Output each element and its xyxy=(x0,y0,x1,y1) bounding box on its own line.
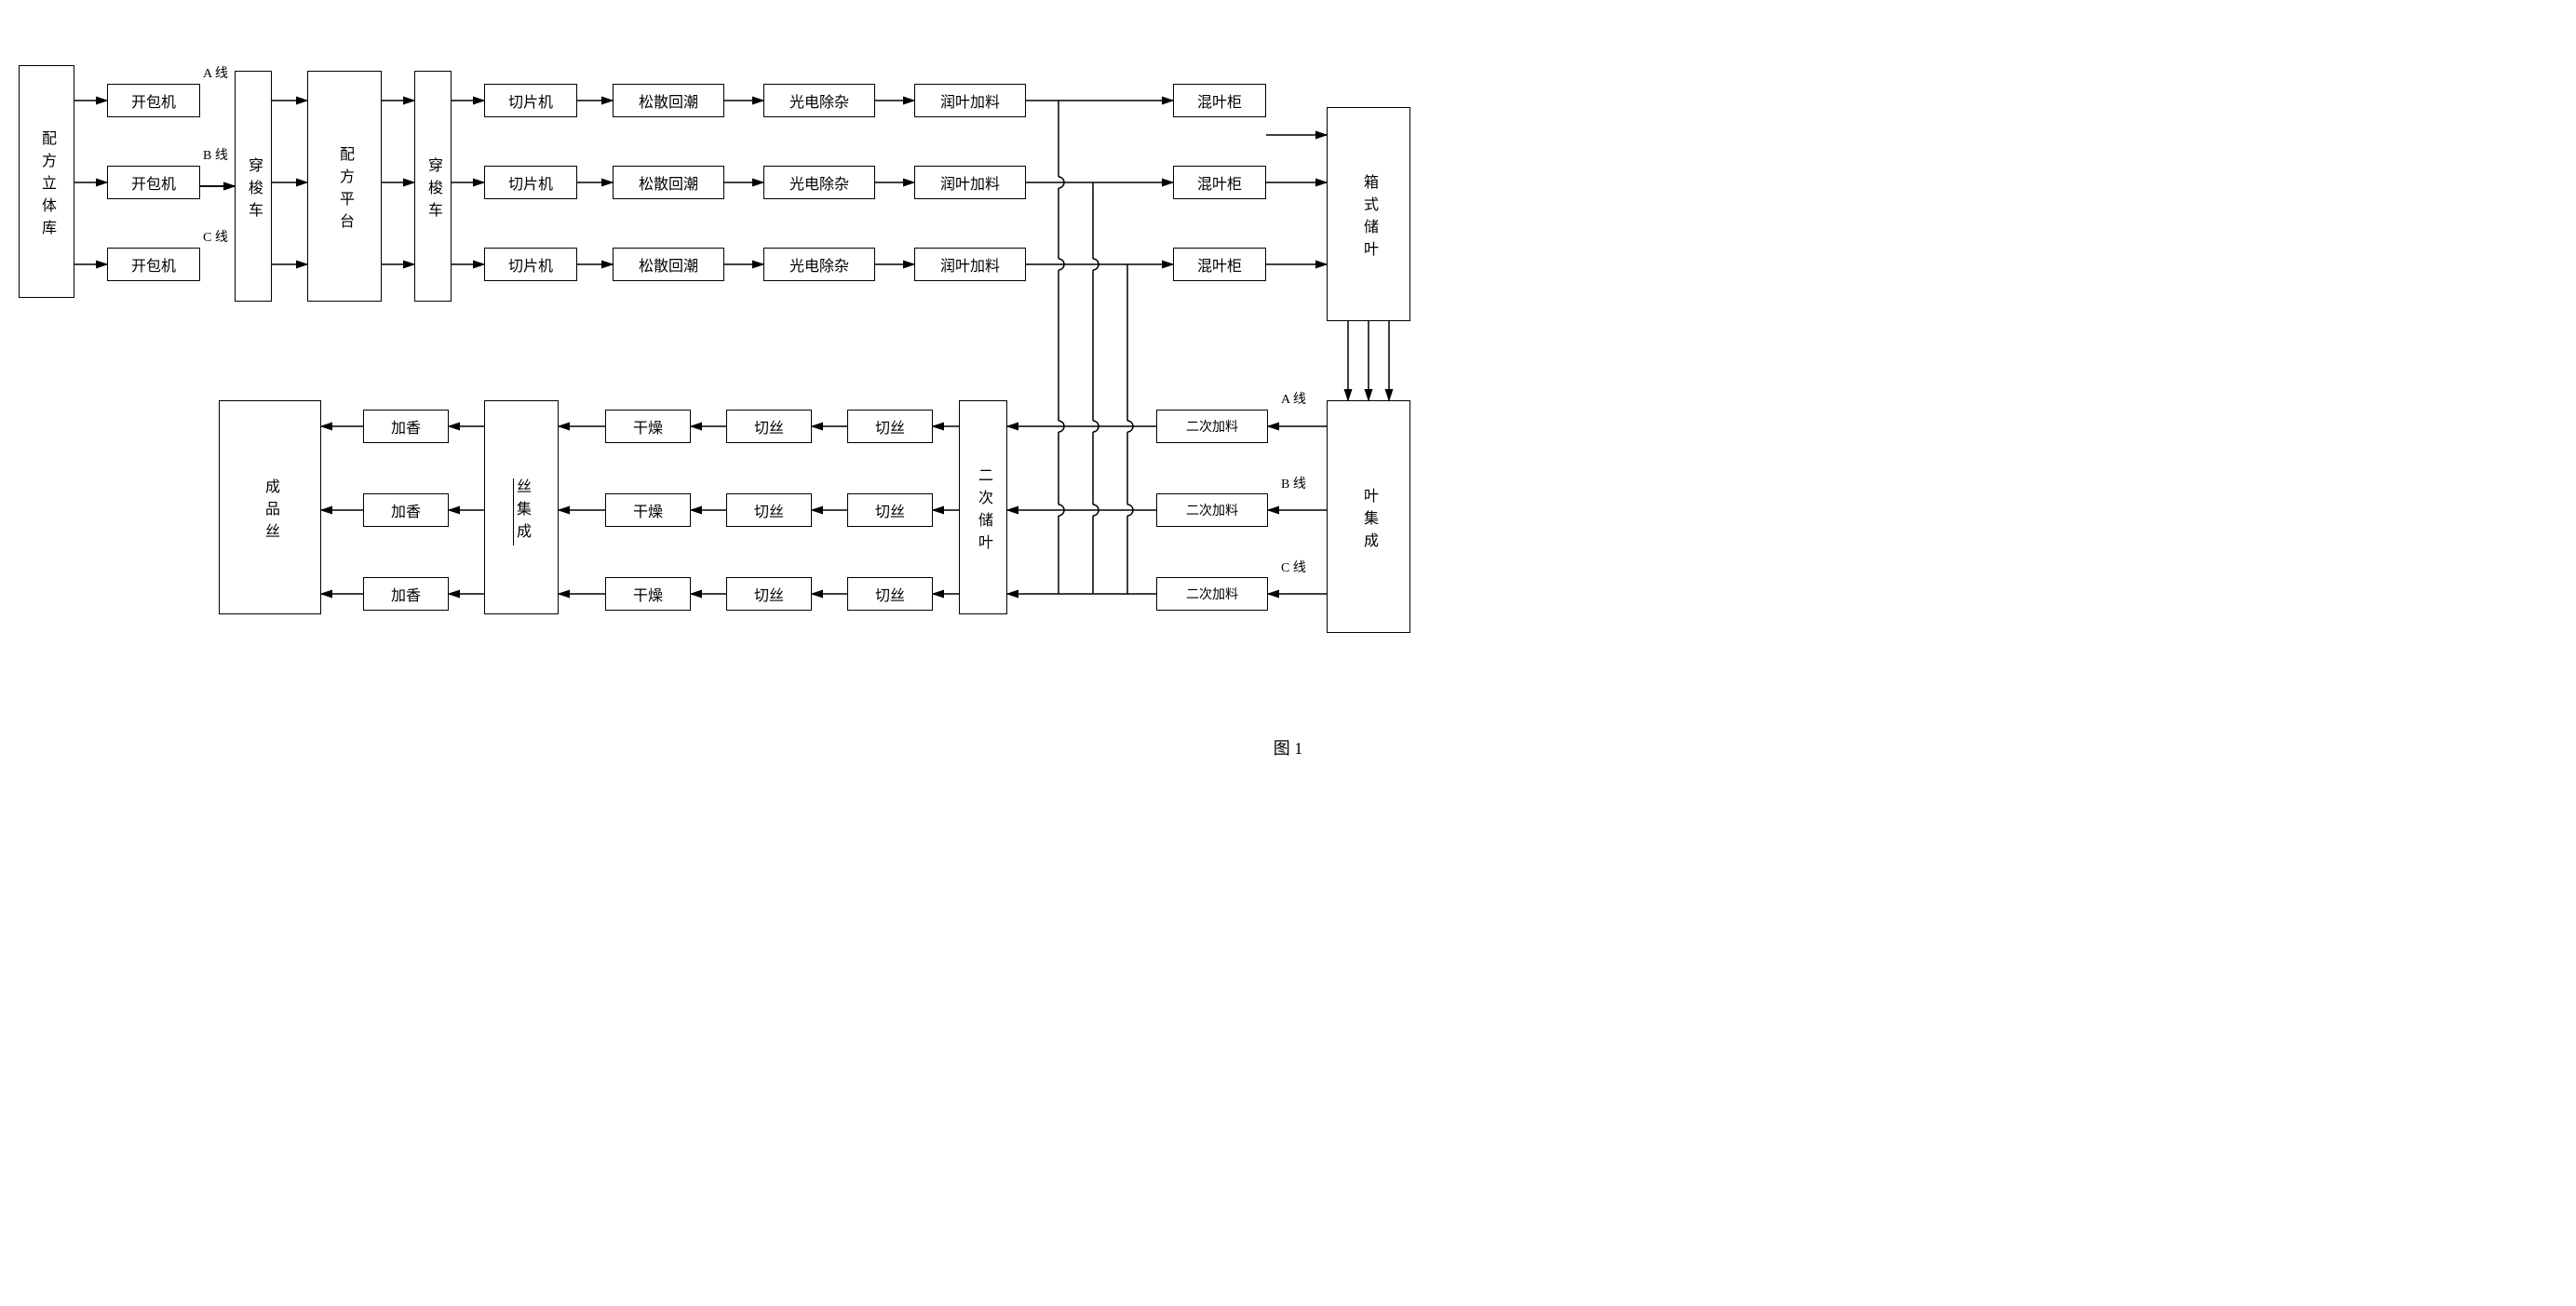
node-hunye_3: 混叶柜 xyxy=(1173,248,1266,281)
node-label: 混叶柜 xyxy=(1197,253,1242,276)
node-guangdian_2: 光电除杂 xyxy=(763,166,875,199)
node-label: 切片机 xyxy=(508,253,553,276)
node-label: 润叶加料 xyxy=(940,253,1000,276)
node-erci_chuye: 二次储叶 xyxy=(959,400,1007,614)
node-ganzao_3: 干燥 xyxy=(605,577,691,611)
node-label: 松散回潮 xyxy=(639,89,698,112)
node-ganzao_1: 干燥 xyxy=(605,410,691,443)
figure-caption: 图 1 xyxy=(19,735,2557,760)
node-peifang_litiku: 配方立体库 xyxy=(19,65,74,298)
node-runye_2: 润叶加料 xyxy=(914,166,1026,199)
node-label: 开包机 xyxy=(131,89,176,112)
node-label: 二次加料 xyxy=(1186,501,1238,519)
node-label: 丝集成 xyxy=(510,478,533,545)
node-qiepianji_3: 切片机 xyxy=(484,248,577,281)
node-qiesi_a3: 切丝 xyxy=(847,577,933,611)
node-label: 穿梭车 xyxy=(422,157,444,224)
label-a-top: A 线 xyxy=(203,63,228,82)
node-jiaxiang_3: 加香 xyxy=(363,577,449,611)
node-ye_jicheng: 叶集成 xyxy=(1327,400,1410,633)
node-qiepianji_1: 切片机 xyxy=(484,84,577,117)
node-kaibaoji_c: 开包机 xyxy=(107,248,200,281)
node-chengpinsi: 成品丝 xyxy=(219,400,321,614)
node-label: 松散回潮 xyxy=(639,171,698,194)
label-c-top: C 线 xyxy=(203,227,228,246)
node-songsan_1: 松散回潮 xyxy=(613,84,724,117)
node-ercijia_2: 二次加料 xyxy=(1156,493,1268,527)
node-label: 叶集成 xyxy=(1357,488,1380,555)
label-a-right: A 线 xyxy=(1281,389,1306,408)
flowchart-canvas: 配方立体库开包机开包机开包机穿梭车配方平台穿梭车切片机切片机切片机松散回潮松散回… xyxy=(19,19,1443,726)
node-label: 切丝 xyxy=(875,415,905,438)
node-shuttle2: 穿梭车 xyxy=(414,71,452,302)
node-guangdian_3: 光电除杂 xyxy=(763,248,875,281)
node-label: 二次加料 xyxy=(1186,417,1238,436)
node-kaibaoji_a: 开包机 xyxy=(107,84,200,117)
node-label: 配方平台 xyxy=(333,146,356,236)
node-label: 开包机 xyxy=(131,171,176,194)
node-label: 切丝 xyxy=(875,499,905,521)
label-b-top: B 线 xyxy=(203,145,228,164)
node-xiangshi_chuye: 箱式储叶 xyxy=(1327,107,1410,321)
label-b-right: B 线 xyxy=(1281,474,1306,492)
node-label: 切丝 xyxy=(754,415,784,438)
node-label: 穿梭车 xyxy=(242,157,264,224)
node-label: 配方立体库 xyxy=(35,130,58,242)
node-label: 加香 xyxy=(391,583,421,605)
node-label: 切片机 xyxy=(508,89,553,112)
node-label: 二次储叶 xyxy=(972,467,994,557)
node-songsan_3: 松散回潮 xyxy=(613,248,724,281)
node-si_jicheng: 丝集成 xyxy=(484,400,559,614)
node-label: 干燥 xyxy=(633,415,663,438)
node-label: 干燥 xyxy=(633,583,663,605)
node-qiesi_a1: 切丝 xyxy=(847,410,933,443)
node-label: 润叶加料 xyxy=(940,89,1000,112)
node-qiepianji_2: 切片机 xyxy=(484,166,577,199)
node-label: 加香 xyxy=(391,415,421,438)
node-peifang_pingtai: 配方平台 xyxy=(307,71,382,302)
node-kaibaoji_b: 开包机 xyxy=(107,166,200,199)
node-label: 光电除杂 xyxy=(789,253,849,276)
node-songsan_2: 松散回潮 xyxy=(613,166,724,199)
node-qiesi_b3: 切丝 xyxy=(726,577,812,611)
node-label: 成品丝 xyxy=(259,478,281,545)
node-label: 干燥 xyxy=(633,499,663,521)
node-hunye_2: 混叶柜 xyxy=(1173,166,1266,199)
node-label: 松散回潮 xyxy=(639,253,698,276)
node-guangdian_1: 光电除杂 xyxy=(763,84,875,117)
node-shuttle1: 穿梭车 xyxy=(235,71,272,302)
node-runye_1: 润叶加料 xyxy=(914,84,1026,117)
node-label: 切丝 xyxy=(875,583,905,605)
node-label: 加香 xyxy=(391,499,421,521)
node-jiaxiang_2: 加香 xyxy=(363,493,449,527)
node-runye_3: 润叶加料 xyxy=(914,248,1026,281)
label-c-right: C 线 xyxy=(1281,558,1306,576)
node-label: 切片机 xyxy=(508,171,553,194)
node-hunye_1: 混叶柜 xyxy=(1173,84,1266,117)
node-label: 光电除杂 xyxy=(789,171,849,194)
node-ercijia_1: 二次加料 xyxy=(1156,410,1268,443)
node-label: 切丝 xyxy=(754,583,784,605)
node-label: 切丝 xyxy=(754,499,784,521)
node-qiesi_b1: 切丝 xyxy=(726,410,812,443)
node-label: 光电除杂 xyxy=(789,89,849,112)
node-label: 二次加料 xyxy=(1186,585,1238,603)
node-ganzao_2: 干燥 xyxy=(605,493,691,527)
node-label: 箱式储叶 xyxy=(1357,174,1380,263)
node-label: 混叶柜 xyxy=(1197,89,1242,112)
node-qiesi_b2: 切丝 xyxy=(726,493,812,527)
node-label: 润叶加料 xyxy=(940,171,1000,194)
node-jiaxiang_1: 加香 xyxy=(363,410,449,443)
node-ercijia_3: 二次加料 xyxy=(1156,577,1268,611)
node-qiesi_a2: 切丝 xyxy=(847,493,933,527)
node-label: 开包机 xyxy=(131,253,176,276)
node-label: 混叶柜 xyxy=(1197,171,1242,194)
